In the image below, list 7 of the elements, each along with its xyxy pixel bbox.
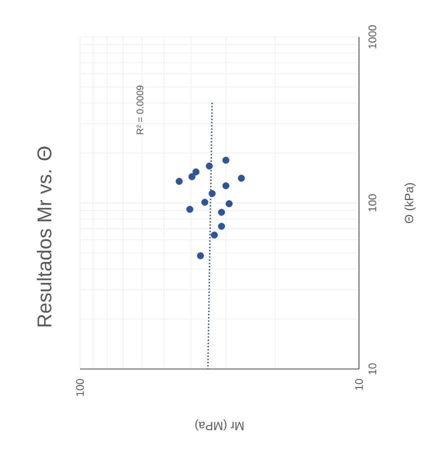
- y-axis-title: Θ (kPa): [404, 183, 416, 224]
- y-tick-label: 100: [368, 194, 376, 212]
- y-tick-label: 1000: [368, 25, 376, 48]
- text: Resultados Mr vs. Θ: [36, 146, 52, 326]
- x-axis-title: Mr (MPa): [195, 419, 244, 431]
- annotation: R² = 0.0009: [136, 86, 144, 134]
- y-tick-label: 10: [368, 363, 376, 374]
